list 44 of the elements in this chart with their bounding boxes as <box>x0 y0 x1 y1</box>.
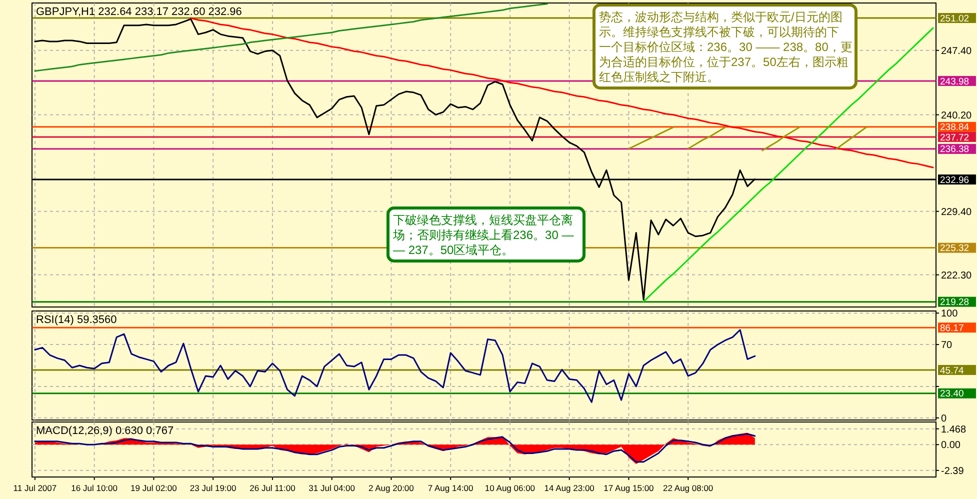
chart-title: MACD(12,26,9) 0.630 0.767 <box>36 425 174 437</box>
y-tick-label: 70 <box>941 340 953 352</box>
y-tick-label: 240.20 <box>941 110 972 122</box>
x-tick-label: 7 Aug 14:00 <box>428 483 474 493</box>
line-series <box>687 126 726 150</box>
y-tick-label: 229.40 <box>941 206 972 218</box>
ref-line-label: 232.96 <box>940 174 970 186</box>
chart-title: RSI(14) 59.3560 <box>36 314 117 326</box>
y-tick-label: 247.40 <box>941 46 972 57</box>
ref-line-label: 251.02 <box>940 13 970 24</box>
x-tick-label: 16 Jul 10:00 <box>71 483 118 493</box>
ref-line-label: 236.38 <box>940 144 970 156</box>
x-tick-label: 23 Jul 19:00 <box>190 483 237 493</box>
annotation: 下破绿色支撑线，短线买盘平仓离场；否则持有继续上看236。30 —— 237。50区域平仓。 <box>392 213 574 257</box>
ref-line-label: 23.40 <box>940 388 964 400</box>
y-tick-label: -2.39 <box>941 466 964 477</box>
ref-line-label: 219.28 <box>940 297 970 308</box>
y-tick-label: 0.00 <box>941 440 961 452</box>
x-tick-label: 19 Jul 02:00 <box>130 483 178 493</box>
x-tick-label: 17 Aug 15:00 <box>604 483 654 493</box>
line-series <box>762 126 800 152</box>
line-series <box>836 126 867 150</box>
x-tick-label: 26 Jul 11:00 <box>250 483 296 493</box>
x-tick-label: 14 Aug 23:00 <box>544 483 595 493</box>
ref-line-label: 243.98 <box>940 76 970 88</box>
x-tick-label: 10 Aug 06:00 <box>484 483 536 493</box>
chart-title: GBPJPY,H1 232.64 233.17 232.60 232.96 <box>36 6 242 18</box>
ref-line-label: 225.32 <box>940 243 970 254</box>
line-series <box>34 329 756 403</box>
y-tick-label: 1.468 <box>941 424 966 436</box>
line-series <box>628 126 674 150</box>
y-tick-label: 222.30 <box>941 270 972 282</box>
x-tick-label: 11 Jul 2007 <box>13 483 57 493</box>
ref-line-label: 237.72 <box>940 132 970 144</box>
ref-line-label: 238.84 <box>940 122 970 134</box>
x-tick-label: 31 Jul 04:00 <box>308 483 356 493</box>
y-tick-label: 100 <box>941 308 958 320</box>
ref-line-label: 45.74 <box>940 365 964 376</box>
annotation: 势态，波动形态与结构，类似于欧元/日元的图示。维持绿色支撑线不被下破，可以期待的下一个目标价位区域：236。30 —— 238。80，更为合适的目标价位，位于237。50左右，图示粗红色压制线之下附近。 <box>599 10 852 84</box>
x-tick-label: 22 Aug 08:00 <box>663 483 714 493</box>
ref-line-label: 86.17 <box>940 322 964 334</box>
y-tick-label: 0 <box>941 413 947 424</box>
x-tick-label: 2 Aug 20:00 <box>368 483 414 493</box>
line-series <box>34 3 548 72</box>
